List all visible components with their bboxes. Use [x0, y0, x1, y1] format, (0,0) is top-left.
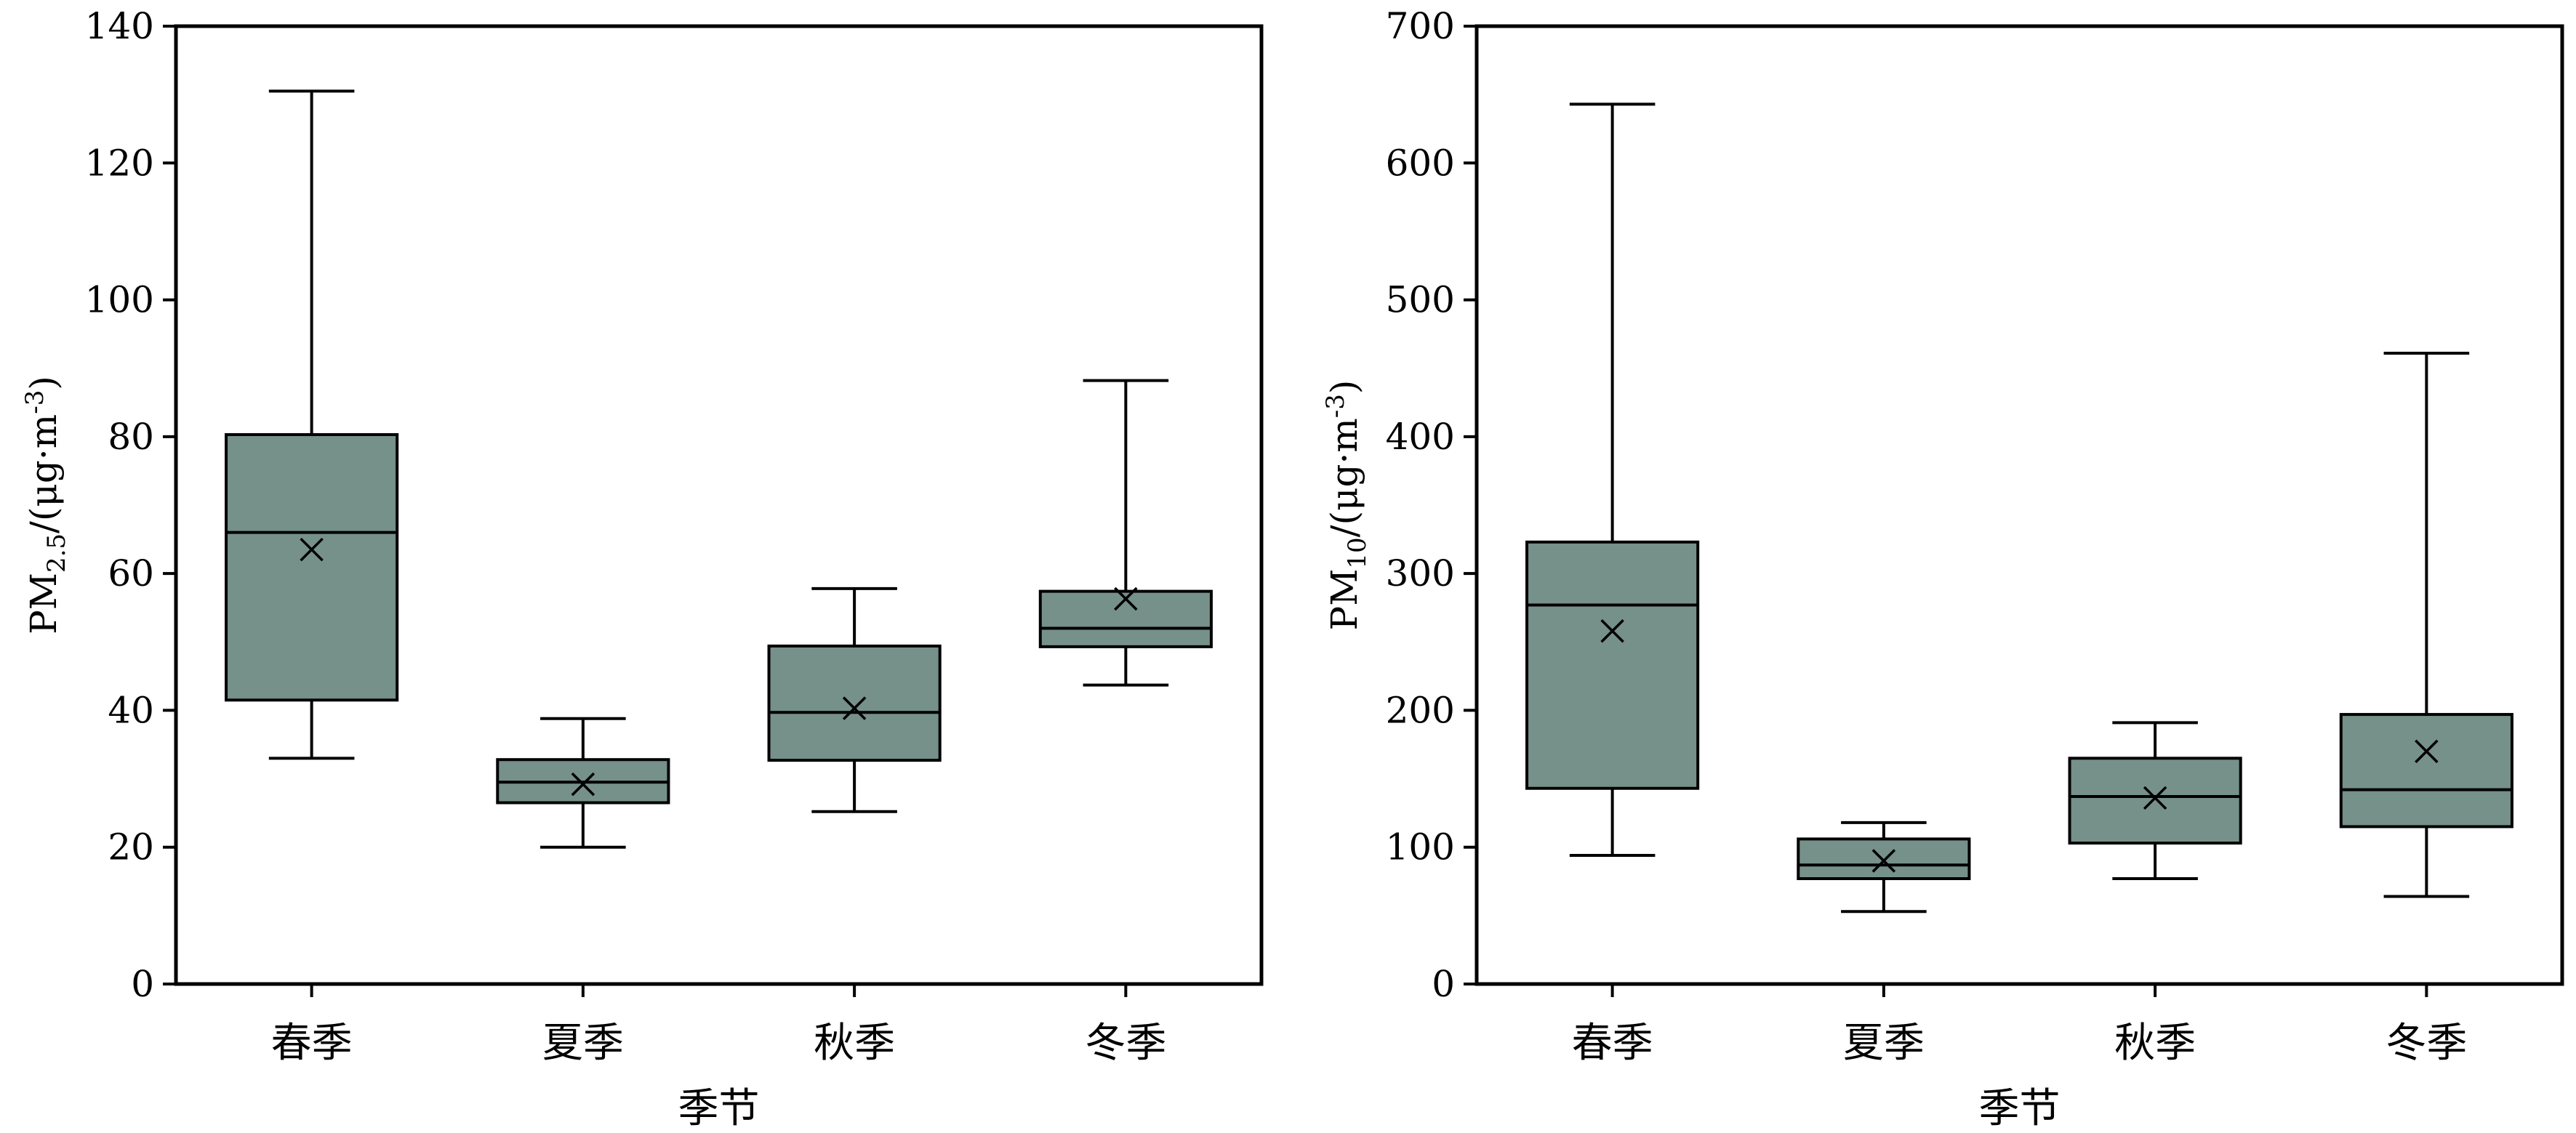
- y-tick-label: 60: [108, 552, 154, 594]
- box-4: [2339, 352, 2513, 898]
- y-tick-label: 300: [1386, 552, 1455, 594]
- plot-frame: [1474, 24, 2564, 986]
- y-axis-title-base: PM: [23, 573, 65, 634]
- mean-marker: [1114, 586, 1138, 611]
- y-tick-label: 140: [85, 5, 154, 47]
- iqr-box: [767, 644, 942, 762]
- y-tick-label: 0: [1432, 963, 1455, 1005]
- y-tick-label: 500: [1386, 279, 1455, 321]
- x-category-label: 春季: [271, 1020, 353, 1067]
- x-category-label: 秋季: [814, 1020, 895, 1067]
- iqr-box: [1525, 540, 1700, 790]
- box-2: [1797, 820, 1971, 914]
- x-axis-title: 季节: [678, 1085, 760, 1132]
- y-axis-title-unit-pre: /(μg·m: [23, 414, 65, 533]
- y-axis-title-sub: 2.5: [42, 533, 71, 573]
- y-axis-title: PM2.5/(μg·m-3): [20, 376, 71, 634]
- plot-frame: [174, 24, 1264, 986]
- y-axis-title-unit-pre: /(μg·m: [1323, 418, 1365, 537]
- x-category-label: 秋季: [2114, 1020, 2196, 1067]
- mean-marker: [2415, 739, 2439, 764]
- x-category-label: 春季: [1572, 1020, 1653, 1067]
- y-tick-label: 0: [131, 963, 154, 1005]
- y-tick-label: 600: [1386, 142, 1455, 184]
- box-1: [1525, 102, 1700, 858]
- mean-marker: [571, 772, 595, 797]
- mean-marker: [2143, 786, 2167, 810]
- y-tick-label: 100: [1386, 826, 1455, 868]
- box-3: [2068, 721, 2242, 881]
- box-1: [225, 89, 399, 760]
- y-axis-title-sub: 10: [1343, 537, 1372, 568]
- iqr-box: [1797, 837, 1971, 881]
- y-axis-title: PM10/(μg·m-3): [1321, 380, 1372, 631]
- y-tick-label: 700: [1386, 5, 1455, 47]
- iqr-box: [2339, 713, 2513, 828]
- y-tick-label: 120: [85, 142, 154, 184]
- y-axis-title-sup: -3: [20, 390, 49, 414]
- y-tick-label: 200: [1386, 689, 1455, 731]
- mean-marker: [842, 696, 867, 720]
- iqr-box: [1038, 589, 1213, 648]
- box-2: [496, 717, 670, 849]
- y-tick-label: 40: [108, 689, 154, 731]
- y-tick-label: 100: [85, 279, 154, 321]
- mean-marker: [1600, 618, 1624, 643]
- iqr-box: [2068, 757, 2242, 845]
- y-axis-title-unit-post: ): [23, 376, 65, 390]
- box-4: [1038, 379, 1213, 687]
- y-axis-title-unit-post: ): [1323, 380, 1365, 395]
- box-3: [767, 586, 942, 813]
- x-category-label: 夏季: [542, 1020, 624, 1067]
- y-tick-label: 400: [1386, 416, 1455, 458]
- y-axis-title-sup: -3: [1321, 394, 1350, 418]
- x-category-label: 冬季: [1085, 1020, 1166, 1067]
- y-tick-label: 80: [108, 416, 154, 458]
- mean-marker: [1871, 849, 1896, 873]
- x-category-label: 夏季: [1843, 1020, 1925, 1067]
- y-tick-label: 20: [108, 826, 154, 868]
- iqr-box: [225, 433, 399, 702]
- mean-marker: [300, 537, 324, 562]
- x-axis-title: 季节: [1979, 1085, 2061, 1132]
- y-axis-title-base: PM: [1323, 569, 1365, 631]
- x-category-label: 冬季: [2386, 1020, 2467, 1067]
